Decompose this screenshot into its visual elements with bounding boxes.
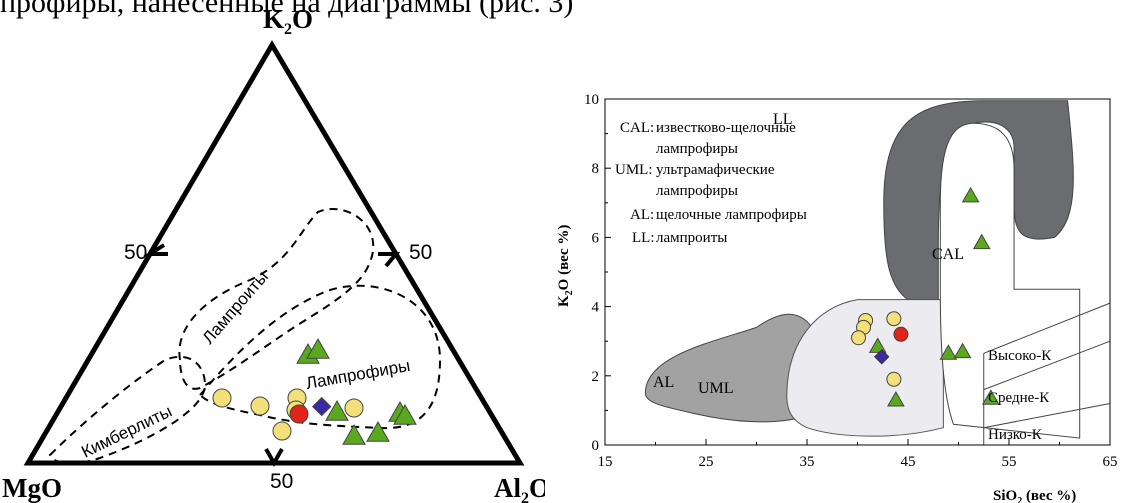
series-label-mid-k: Средне-К [988,390,1050,406]
legend-line-cal-1: известково-щелочные [656,120,796,136]
series-line-mid-low [983,402,1111,429]
plot-point-circle [851,330,867,346]
plot-point-triangle [981,389,1000,405]
x-tick-label: 35 [800,454,815,470]
tick-label-left-50: 50 [124,241,147,264]
tick-right [378,252,401,268]
vertex-label-mgo: MgO [2,473,62,503]
field-label-lamprophyres: Лампрофиры [304,356,411,393]
field-label-lamproites: Лампроиты [199,267,272,347]
y-axis-label: K2O (вес %) [556,225,575,307]
field-uml [644,313,813,423]
series-line-high [983,302,1111,354]
ternary-point-circle [212,388,232,408]
legend-line-ll: лампроиты [656,230,727,246]
tick-left [143,243,168,256]
x-tick-label: 65 [1103,454,1118,470]
legend-key-al: AL: [630,207,654,223]
y-tick-label: 0 [592,438,600,454]
tick-label-bottom-50: 50 [270,470,293,493]
plot-point-triangle [953,342,972,359]
y-tick-label: 8 [592,161,600,177]
sio2-k2o-plot: 15 25 35 45 55 65 0 2 4 6 8 10 LL UML AL CAL Высоко… [556,92,1118,503]
ternary-point-triangle [393,403,417,425]
field-label-al: AL [653,374,674,391]
vertex-label-al2o3: Al2O3 [494,473,545,503]
tick-bottom [264,448,284,468]
y-tick-label: 10 [584,92,599,108]
ternary-point-circle [344,398,364,418]
series-label-high-k: Высоко-К [988,348,1052,364]
legend: CAL: известково-щелочные лампрофиры UML:… [615,120,807,246]
ternary-point-triangle [342,423,366,445]
plot-point-triangle [961,186,980,203]
ternary-point-triangle [325,399,349,421]
field-label-ll: LL [773,111,793,128]
series-line-high-mid [983,340,1111,391]
x-tick-label: 45 [901,454,916,470]
legend-key-uml: UML: [615,162,653,178]
axis-ticks: 15 25 35 45 55 65 0 2 4 6 8 10 [584,92,1118,470]
field-lamproites-outline [178,207,375,390]
x-tick-label: 55 [1002,454,1017,470]
field-label-cal: CAL [932,246,964,263]
legend-line-cal-2: лампрофиры [656,141,738,157]
ternary-point-triangle [366,420,390,442]
tick-label-right-50: 50 [409,241,432,264]
y-tick-label: 4 [592,300,600,316]
field-kimberlites-outline [48,355,207,465]
legend-key-ll: LL: [632,230,655,246]
plot-point-diamond [874,349,890,365]
plot-point-triangle [887,391,905,407]
ternary-tick-marks [143,243,401,468]
plot-point-triangle [972,233,991,250]
ternary-point-circle [250,396,270,416]
ternary-point-diamond [311,396,332,417]
ternary-diagram: K2O MgO Al2O3 50 50 50 Лампроиты Лампроф… [2,4,545,503]
ternary-field-outlines [48,207,442,465]
x-tick-label: 15 [598,454,613,470]
plot-point-red [893,326,909,342]
field-label-uml: UML [698,380,734,397]
y-tick-label: 6 [592,230,600,246]
plot-points [851,186,1000,407]
page-header-text: профиры, нанесенные на диаграммы (рис. 3… [0,0,574,19]
ternary-points [212,337,417,445]
x-axis-label: SiO2 (вес %) [993,488,1076,503]
y-tick-label: 2 [592,369,600,385]
legend-key-cal: CAL: [620,120,654,136]
legend-line-al: щелочные лампрофиры [656,207,807,223]
plot-point-circle [886,371,902,387]
plot-point-triangle [868,337,887,353]
ternary-point-circle [272,421,292,441]
ternary-point-red [289,404,309,424]
series-label-low-k: Низко-К [988,427,1043,443]
legend-line-uml-2: лампрофиры [656,183,738,199]
vertex-label-k2o: K2O [263,4,313,38]
x-tick-label: 25 [699,454,714,470]
plot-point-circle [886,311,902,327]
ternary-frame [23,40,525,466]
plot-point-triangle [939,344,958,360]
ternary-point-triangle [306,337,330,359]
legend-line-uml-1: ультрамафические [656,162,775,178]
